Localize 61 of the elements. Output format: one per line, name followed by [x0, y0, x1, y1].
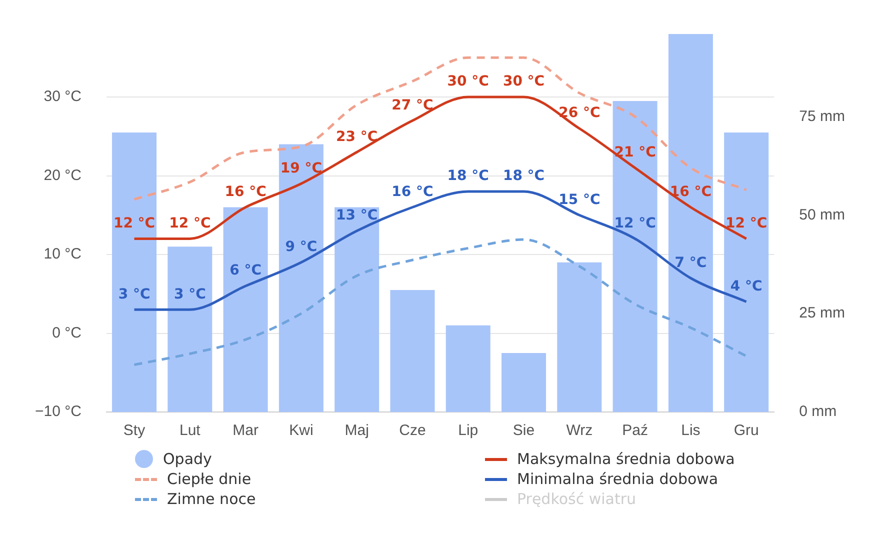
x-tick-label: Lis	[681, 422, 700, 440]
data-label: 18 °C	[447, 168, 489, 184]
x-tick-label: Cze	[399, 422, 426, 440]
data-label: 12 °C	[113, 215, 156, 232]
x-tick-label: Lip	[458, 422, 478, 440]
data-label: 27 °C	[392, 97, 434, 114]
data-label: 9 °C	[285, 239, 318, 256]
y-tick-label: −10 °C	[34, 403, 82, 420]
legend-label: Ciepłe dnie	[167, 470, 252, 488]
data-label: 12 °C	[169, 215, 211, 232]
y2-tick-label: 0 mm	[799, 403, 837, 420]
legend-label: Zimne noce	[167, 490, 256, 508]
bar	[168, 246, 212, 412]
x-tick-label: Wrz	[566, 422, 593, 440]
bar	[390, 290, 435, 412]
legend-label: Opady	[163, 450, 212, 468]
y2-tick-label: 25 mm	[799, 304, 845, 322]
x-tick-label: Mar	[232, 422, 258, 440]
data-label: 13 °C	[336, 208, 378, 224]
y-tick-label: 0 °C	[52, 324, 82, 342]
data-label: 12 °C	[614, 215, 656, 232]
y-tick-label: 10 °C	[44, 246, 82, 263]
bar	[668, 34, 713, 412]
y2-tick-label: 50 mm	[799, 206, 845, 224]
y2-tick-label: 75 mm	[799, 108, 845, 125]
data-label: 16 °C	[392, 184, 434, 200]
y-tick-label: 30 °C	[44, 88, 82, 106]
bar	[446, 325, 490, 412]
data-label: 12 °C	[726, 215, 768, 232]
x-tick-label: Gru	[734, 422, 759, 440]
bar	[334, 207, 380, 412]
data-label: 3 °C	[118, 286, 150, 302]
data-label: 7 °C	[674, 254, 707, 271]
x-tick-label: Kwi	[289, 422, 314, 440]
x-tick-label: Sie	[512, 422, 535, 440]
bar	[724, 132, 769, 412]
y-tick-label: 20 °C	[44, 166, 82, 184]
line-series	[133, 238, 748, 366]
data-label: 18 °C	[502, 168, 545, 184]
data-label: 19 °C	[280, 160, 322, 176]
data-label: 30 °C	[447, 74, 489, 90]
legend-label: Minimalna średnia dobowa	[517, 470, 718, 488]
bar	[223, 207, 268, 412]
data-label: 30 °C	[502, 74, 545, 90]
data-label: 6 °C	[230, 262, 262, 279]
line-series	[133, 96, 748, 240]
x-tick-label: Sty	[123, 422, 146, 440]
x-tick-label: Lut	[179, 422, 202, 440]
x-tick-label: Paź	[622, 422, 648, 440]
bar	[278, 144, 324, 412]
data-label: 16 °C	[224, 184, 266, 200]
data-label: 4 °C	[730, 278, 762, 294]
data-label: 15 °C	[558, 192, 600, 208]
bar	[612, 100, 658, 412]
bar	[112, 132, 157, 412]
legend-label: Maksymalna średnia dobowa	[517, 450, 735, 468]
bar	[502, 352, 546, 412]
data-label: 3 °C	[174, 286, 206, 302]
bar	[557, 262, 602, 412]
data-label: 23 °C	[336, 128, 378, 145]
x-tick-label: Maj	[344, 422, 369, 440]
